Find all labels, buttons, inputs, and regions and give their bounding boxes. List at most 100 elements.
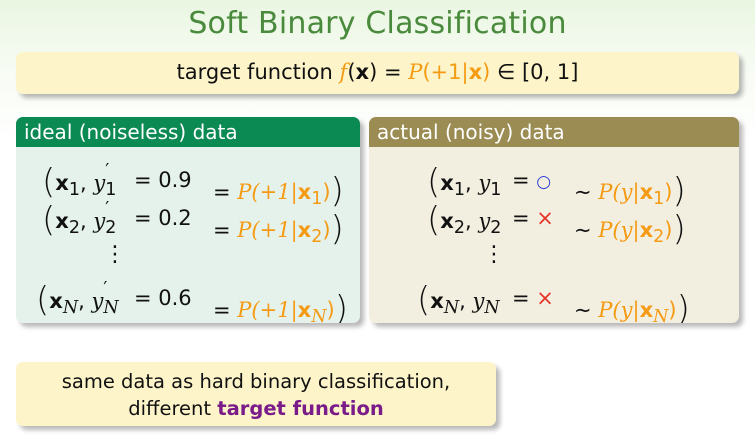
actual-row-N-cross: × [536, 286, 554, 310]
actual-row-N-P: P(y| [598, 298, 640, 322]
ideal-row-2-rparen: ) [330, 209, 344, 249]
actual-row-N-eq: = [512, 286, 530, 310]
ideal-row-2-prime: ′ [105, 199, 110, 219]
actual-row-1-rparen: ) [672, 171, 686, 211]
actual-row-N-px: x [639, 298, 654, 322]
ideal-data-header: ideal (noiseless) data [16, 117, 360, 147]
actual-row-2-x: x [440, 209, 454, 233]
actual-row-2-psub: 2 [653, 227, 665, 248]
ideal-row-1-P: P(+1| [237, 180, 298, 204]
conclusion-line-1: same data as hard binary classification, [61, 370, 451, 393]
actual-row-N-sim: ∼ [574, 298, 592, 322]
ideal-row-N-rparen: ) [334, 289, 348, 323]
ideal-row-N-x: x [49, 289, 63, 313]
ideal-row-2-y: y [93, 209, 106, 233]
actual-data-panel: actual (noisy) data (x1, y1 = ○ ∼ P(y|x1… [369, 117, 739, 323]
ideal-row-N-ysub: N [103, 298, 119, 319]
ideal-row-1-rparen: ) [330, 171, 344, 211]
actual-row-1-label: = ○ [512, 168, 551, 192]
target-function-formula: target function f(x) = P(+1|x) ∈ [0, 1] [16, 60, 739, 84]
ideal-row-1-xsub: 1 [68, 180, 80, 201]
target-f: f [339, 60, 348, 84]
target-function-box: target function f(x) = P(+1|x) ∈ [0, 1] [16, 52, 739, 94]
actual-row-N-x: x [430, 289, 444, 313]
ideal-row-N-prime: ′ [103, 279, 108, 299]
actual-row-2-cross: × [536, 206, 554, 230]
actual-row-1-sim: ∼ [574, 180, 592, 204]
actual-row-2-sim: ∼ [574, 218, 592, 242]
actual-row-1-close: ) [664, 180, 673, 204]
ideal-row-1-ysub: 1 [105, 180, 117, 201]
ideal-row-1-prob: = P(+1|x1)) [213, 168, 344, 211]
target-cond: (+1| [422, 60, 469, 84]
ideal-row-2-value: = 0.2 [134, 206, 192, 230]
actual-row-2-lparen: ( [427, 200, 441, 240]
ideal-row-N: (xN, y ′ N [36, 279, 119, 320]
actual-row-N-xsub: N [443, 298, 460, 319]
target-equals: = [377, 60, 409, 84]
actual-row-2-P: P(y| [598, 218, 640, 242]
actual-row-2-eq: = [512, 206, 530, 230]
actual-row-1-lparen: ( [427, 162, 441, 202]
ideal-row-N-y: y [91, 289, 104, 313]
target-lparen: ( [347, 60, 356, 84]
ideal-row-2-px: x [297, 218, 312, 242]
ideal-row-2-psub: 2 [311, 227, 323, 248]
actual-row-N-ysub: N [484, 298, 500, 319]
actual-row-2-label: = × [512, 206, 554, 230]
ideal-row-N-px: x [297, 298, 312, 322]
target-x: x [355, 60, 370, 84]
ideal-row-1: (x1, y ′ 1 [42, 161, 117, 202]
ideal-row-N-eq: = [213, 298, 231, 322]
ideal-row-N-lparen: ( [36, 280, 50, 320]
actual-row-2-ysub: 2 [490, 218, 502, 239]
actual-row-1-eq: = [512, 168, 530, 192]
actual-row-2-y: y [478, 209, 491, 233]
ideal-row-2-xsub: 2 [68, 218, 80, 239]
actual-data-header: actual (noisy) data [369, 117, 739, 147]
ideal-row-2-prob: = P(+1|x2)) [213, 206, 344, 249]
ideal-row-2-P: P(+1| [237, 218, 298, 242]
conclusion-emphasis: target function [217, 397, 384, 420]
ideal-row-1-x: x [55, 171, 69, 195]
ideal-data-panel: ideal (noiseless) data (x1, y ′ 1 = 0.9 = … [16, 117, 360, 323]
actual-row-1-ysub: 1 [490, 180, 502, 201]
actual-row-1-xsub: 1 [453, 180, 465, 201]
actual-row-2: (x2, y2 [427, 200, 502, 240]
ideal-row-2-x: x [55, 209, 69, 233]
ideal-row-2-close: ) [322, 218, 331, 242]
actual-row-1-prob: ∼ P(y|x1)) [574, 168, 686, 211]
actual-row-2-close: ) [664, 218, 673, 242]
actual-row-1-y: y [478, 171, 491, 195]
actual-row-N-y: y [472, 289, 485, 313]
conclusion-box: same data as hard binary classification,… [16, 362, 496, 426]
target-range: ∈ [0, 1] [490, 60, 579, 84]
ideal-row-1-y: y [93, 171, 106, 195]
ideal-row-1-lparen: ( [42, 162, 56, 202]
actual-row-2-rparen: ) [672, 209, 686, 249]
actual-vdots: ⋮ [483, 242, 505, 267]
conclusion-line-2: different target function [16, 397, 496, 420]
actual-row-2-px: x [639, 218, 654, 242]
ideal-row-N-xsub: N [62, 298, 79, 319]
actual-row-2-prob: ∼ P(y|x2)) [574, 206, 686, 249]
target-cond-close: ) [482, 60, 491, 84]
target-rparen: ) [369, 60, 378, 84]
ideal-row-1-prime: ′ [105, 161, 110, 181]
actual-row-1-psub: 1 [653, 189, 665, 210]
actual-row-N-label: = × [512, 286, 554, 310]
actual-row-1-px: x [639, 180, 654, 204]
actual-row-N-psub: N [653, 307, 669, 323]
ideal-row-2-eq: = [213, 218, 231, 242]
ideal-row-1-px: x [297, 180, 312, 204]
conclusion-prefix: different [128, 397, 218, 420]
ideal-row-N-value: = 0.6 [134, 286, 192, 310]
actual-row-2-xsub: 2 [453, 218, 465, 239]
ideal-vdots: ⋮ [104, 242, 126, 267]
actual-row-N: (xN, yN [417, 280, 500, 320]
target-P: P [408, 60, 423, 84]
ideal-row-N-close: ) [326, 298, 335, 322]
ideal-row-1-eq: = [213, 180, 231, 204]
ideal-row-1-value: = 0.9 [134, 168, 192, 192]
ideal-row-N-psub: N [311, 307, 327, 323]
